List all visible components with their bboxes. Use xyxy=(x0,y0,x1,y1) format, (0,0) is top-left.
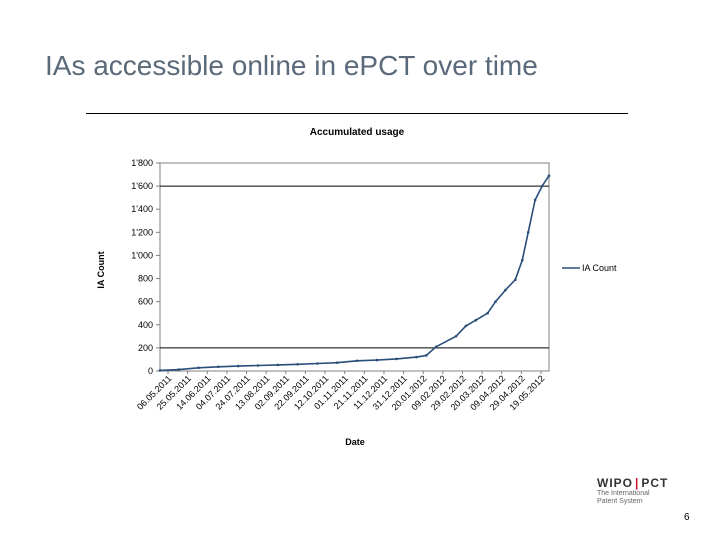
data-point xyxy=(375,358,379,362)
data-point xyxy=(236,364,240,368)
y-tick-label: 1'800 xyxy=(131,158,153,168)
data-point xyxy=(415,355,418,359)
wipo-pct-logo: WIPO | PCT The International Patent System xyxy=(597,476,687,510)
data-point xyxy=(474,318,478,322)
data-point xyxy=(504,288,507,292)
y-tick-label: 1'000 xyxy=(131,250,153,260)
data-point xyxy=(276,363,280,367)
data-point xyxy=(177,368,181,371)
data-point xyxy=(526,231,530,234)
y-axis-label: IA Count xyxy=(96,251,106,288)
data-point xyxy=(395,357,398,361)
y-tick-label: 0 xyxy=(148,366,153,376)
legend: IA Count xyxy=(562,263,617,273)
data-point xyxy=(464,324,468,328)
data-point xyxy=(521,258,524,262)
logo-subtitle-2: Patent System xyxy=(597,498,643,505)
data-point xyxy=(355,359,359,363)
series-line xyxy=(159,175,550,372)
logo-subtitle-1: The International xyxy=(597,490,650,497)
slide-title: IAs accessible online in ePCT over time xyxy=(45,50,538,81)
data-point xyxy=(533,198,537,202)
page-number: 6 xyxy=(684,512,690,523)
data-point xyxy=(296,363,299,366)
x-axis-label: Date xyxy=(345,437,365,447)
title-divider xyxy=(86,113,628,114)
data-point xyxy=(217,365,220,369)
data-point xyxy=(494,300,497,304)
y-tick-label: 1'200 xyxy=(131,227,153,237)
y-tick-label: 400 xyxy=(138,320,153,330)
legend-label: IA Count xyxy=(582,263,617,273)
y-tick-label: 200 xyxy=(138,343,153,353)
plot-area xyxy=(159,162,550,372)
data-point xyxy=(514,278,517,282)
data-point xyxy=(540,184,544,188)
data-point xyxy=(335,361,339,365)
data-point xyxy=(425,354,428,357)
y-tick-label: 1'400 xyxy=(131,204,153,214)
data-point xyxy=(486,311,489,315)
data-point xyxy=(316,362,319,365)
data-point xyxy=(158,369,162,372)
logo-wipo-text: WIPO xyxy=(597,476,633,490)
y-tick-label: 1'600 xyxy=(131,181,153,191)
logo-separator: | xyxy=(635,476,640,490)
data-point xyxy=(454,335,458,338)
y-tick-label: 800 xyxy=(138,274,153,284)
chart-title: Accumulated usage xyxy=(310,127,405,138)
data-point xyxy=(547,174,551,177)
data-point xyxy=(197,366,200,370)
logo-pct-text: PCT xyxy=(641,476,669,490)
data-point xyxy=(434,345,438,349)
y-tick-label: 600 xyxy=(138,297,153,307)
data-point xyxy=(256,364,260,367)
